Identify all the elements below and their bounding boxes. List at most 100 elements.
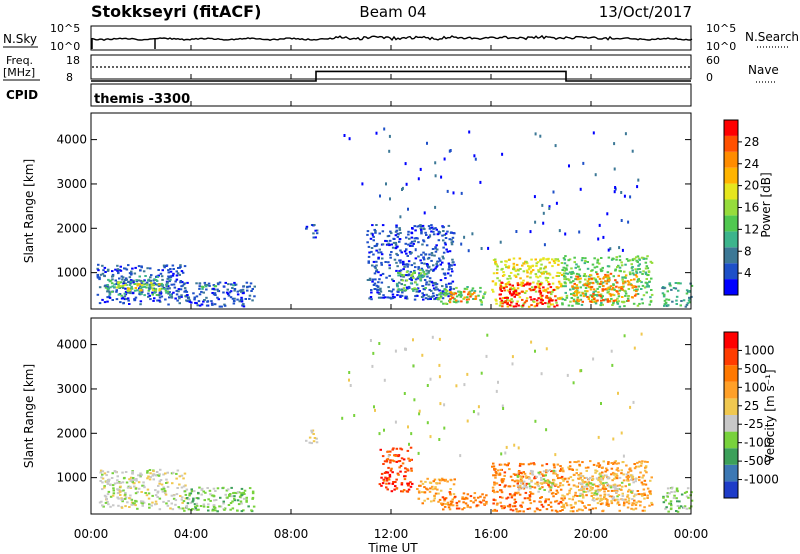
vel-cell-4 <box>393 488 396 491</box>
power-cell-11 <box>499 301 502 303</box>
power-cell-11 <box>539 259 542 262</box>
power-cell-7 <box>435 262 438 265</box>
vel-cell-0 <box>159 479 163 481</box>
vel-cell-11 <box>666 492 669 495</box>
power-cell-13 <box>596 282 600 285</box>
vel-cell-9 <box>644 466 647 469</box>
power-cell-7 <box>412 242 415 245</box>
vel-sparse-cell <box>443 403 446 407</box>
power-cell-13 <box>637 285 641 288</box>
power-cell-13 <box>624 292 628 295</box>
vel-cell-9 <box>638 460 641 463</box>
power-cell-7 <box>432 295 435 297</box>
vel-cell-0 <box>103 486 106 489</box>
power-cell-12 <box>547 300 551 303</box>
vel-cell-5 <box>440 479 443 482</box>
power-cell-1 <box>148 285 152 288</box>
vel-cell-4 <box>402 458 406 461</box>
power-cell-7 <box>404 295 407 298</box>
power-cell-7 <box>435 283 439 286</box>
power-cell-3 <box>218 305 222 308</box>
power-cell-0 <box>167 285 170 288</box>
power-cell-13 <box>613 288 616 291</box>
vel-cell-8 <box>523 484 526 487</box>
power-cell-11 <box>542 270 546 273</box>
power-cell-13 <box>584 290 587 293</box>
vel-cell-8 <box>548 490 551 493</box>
vel-cell-9 <box>643 506 646 509</box>
power-cell-13 <box>633 289 636 292</box>
power-cell-2 <box>119 284 122 287</box>
power-cell-0 <box>96 273 99 276</box>
vel-cell-10 <box>614 486 617 489</box>
vel-cell-5 <box>431 485 434 488</box>
vel-cell-4 <box>384 476 387 479</box>
vel-cell-5 <box>424 480 427 483</box>
power-cell-13 <box>599 304 602 307</box>
vel-cell-9 <box>572 506 575 509</box>
power-cell-12 <box>548 283 551 286</box>
vel-cell-0 <box>164 493 168 496</box>
vel-cell-4 <box>400 457 404 460</box>
power-cell-11 <box>502 300 505 303</box>
vel-cell-0 <box>151 494 154 497</box>
vel-cell-7 <box>516 482 519 485</box>
power-cell-15 <box>685 289 689 292</box>
vel-cell-0 <box>124 493 127 496</box>
vel-cell-0 <box>128 497 131 500</box>
power-cell-5 <box>248 285 251 288</box>
power-sparse-cell <box>614 186 617 189</box>
power-cell-0 <box>101 298 104 301</box>
vel-cell-1 <box>251 496 255 499</box>
power-cell-2 <box>151 287 154 290</box>
power-cell-1 <box>135 289 139 292</box>
vel-cell-10 <box>621 498 624 501</box>
power-cell-1 <box>133 283 136 285</box>
power-cell-13 <box>567 278 570 281</box>
power-cell-7 <box>374 278 377 281</box>
vel-colorbar-tick-label: -1000 <box>744 473 779 487</box>
power-cell-0 <box>99 273 103 276</box>
vel-cell-9 <box>627 499 631 502</box>
vel-cell-9 <box>567 483 571 486</box>
power-sparse-cell <box>602 235 605 239</box>
power-cell-0 <box>147 295 150 298</box>
power-cell-0 <box>156 299 159 302</box>
power-cell-11 <box>552 260 556 263</box>
vel-cell-9 <box>608 495 612 498</box>
power-cell-7 <box>370 247 374 249</box>
power-cell-7 <box>403 265 406 268</box>
vel-cell-9 <box>603 493 607 496</box>
vel-cell-7 <box>492 462 495 465</box>
vel-cell-6 <box>447 506 451 509</box>
power-cell-7 <box>434 281 437 284</box>
vel-colorbar-segment <box>724 348 738 366</box>
power-cell-11 <box>498 279 501 282</box>
power-cell-7 <box>448 266 451 269</box>
vel-sparse-cell <box>579 369 582 373</box>
power-cell-7 <box>430 252 434 254</box>
vel-cell-9 <box>561 494 564 497</box>
power-cell-7 <box>434 283 437 286</box>
power-cell-11 <box>506 289 510 292</box>
vel-cell-0 <box>180 486 184 489</box>
power-cell-15 <box>668 282 672 285</box>
vel-cell-1 <box>209 499 212 502</box>
vel-cell-0 <box>112 489 115 492</box>
power-cell-13 <box>628 271 632 274</box>
power-cell-11 <box>519 268 522 270</box>
power-cell-15 <box>690 284 694 287</box>
vel-cell-7 <box>539 500 542 503</box>
power-cell-13 <box>591 298 594 301</box>
power-cell-2 <box>136 282 139 285</box>
power-cell-0 <box>102 269 105 272</box>
power-cell-13 <box>564 272 568 275</box>
vel-cell-6 <box>469 495 473 498</box>
power-cell-3 <box>241 303 245 306</box>
power-cell-13 <box>634 268 637 271</box>
power-sparse-cell <box>529 230 532 234</box>
power-cell-13 <box>599 293 603 296</box>
vel-cell-9 <box>595 485 598 488</box>
vel-cell-6 <box>463 498 466 501</box>
vel-cell-10 <box>621 495 625 497</box>
